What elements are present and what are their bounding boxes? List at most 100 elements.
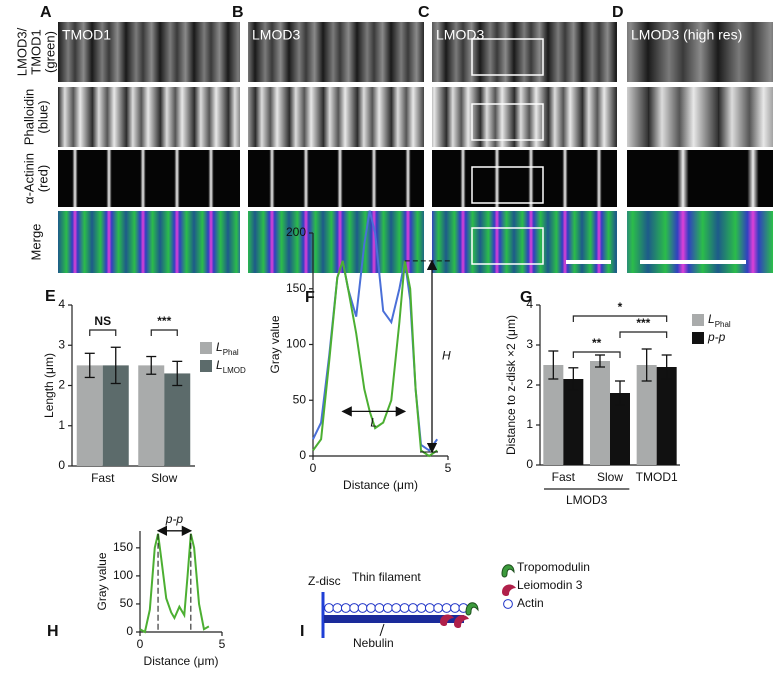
significance-bracket	[150, 329, 178, 336]
panel-letter: H	[47, 623, 59, 640]
bar	[164, 373, 191, 466]
nebulin-label: Nebulin	[353, 636, 394, 650]
significance-label: ***	[157, 314, 171, 328]
error-bar	[110, 346, 121, 385]
x-tick-label: 5	[219, 637, 226, 651]
significance-label: NS	[94, 314, 111, 328]
bar	[656, 367, 677, 465]
y-axis-label: Length (μm)	[42, 353, 56, 418]
micrograph	[58, 22, 240, 82]
panel-letter: E	[45, 288, 56, 305]
x-tick-label: Slow	[151, 471, 177, 485]
legend-swatch	[200, 342, 212, 354]
micrograph	[58, 150, 240, 207]
actin	[349, 603, 360, 613]
legend-name: p-p	[707, 330, 726, 344]
micrograph	[627, 22, 773, 82]
micrograph	[248, 87, 424, 147]
actin	[357, 603, 368, 613]
row-label: (green)	[42, 31, 57, 73]
legend-icon	[503, 599, 513, 609]
y-tick-label: 0	[299, 448, 306, 462]
y-tick-label: 200	[286, 225, 306, 239]
panel-letter: A	[40, 4, 52, 21]
micrograph	[627, 150, 773, 207]
significance-bracket	[572, 351, 621, 358]
image-label: LMOD3	[436, 27, 484, 43]
error-bar	[641, 348, 652, 382]
legend-label: LPhal	[216, 340, 239, 356]
x-axis-label: Distance (μm)	[144, 654, 219, 668]
y-axis-label: Distance to z-disk ×2 (μm)	[504, 315, 518, 455]
legend-label: p-p	[707, 330, 726, 344]
roi-box	[471, 103, 544, 141]
tropomodulin	[465, 602, 479, 616]
annotation: p-p	[165, 512, 184, 526]
image-label: TMOD1	[62, 27, 111, 43]
micrograph	[627, 87, 773, 147]
bar	[563, 379, 584, 465]
error-bar	[661, 354, 672, 380]
y-axis-label: Gray value	[95, 552, 109, 610]
actin	[433, 603, 444, 613]
actin	[391, 603, 402, 613]
y-tick-label: 100	[286, 337, 306, 351]
significance-bracket	[89, 329, 117, 336]
x-tick-label: 0	[310, 461, 317, 475]
panel-letter: B	[232, 4, 244, 21]
micrograph	[58, 87, 240, 147]
legend-subscript: Phal	[223, 348, 239, 357]
diagram-legend-label: Actin	[517, 596, 544, 610]
line-series	[139, 533, 210, 634]
y-tick-label: 4	[526, 297, 533, 311]
actin	[416, 603, 427, 613]
error-bar	[84, 352, 95, 379]
annotation: H	[442, 349, 451, 363]
error-bar	[146, 355, 157, 375]
leader	[379, 623, 385, 637]
row-label: α-Actinin	[21, 153, 36, 204]
panel-letter: G	[520, 289, 532, 306]
y-tick-label: 1	[526, 417, 533, 431]
actin	[450, 603, 460, 613]
bar	[610, 393, 630, 465]
bar	[543, 365, 564, 465]
bar	[138, 365, 165, 466]
significance-label: ***	[636, 316, 650, 330]
actin	[366, 603, 376, 613]
micrograph	[248, 150, 424, 207]
actin	[399, 603, 410, 613]
y-tick-label: 50	[293, 392, 307, 406]
actin	[324, 603, 334, 613]
legend-swatch	[200, 360, 212, 372]
bar	[590, 361, 610, 465]
error-bar	[615, 380, 625, 406]
y-tick-label: 150	[113, 540, 133, 554]
annotation: L	[370, 416, 377, 430]
roi-box	[471, 227, 544, 265]
significance-bracket	[572, 315, 668, 322]
roi-box	[471, 38, 544, 76]
panel-letter: C	[418, 4, 430, 21]
legend-label: LLMOD	[216, 358, 246, 374]
legend-icon	[502, 584, 516, 597]
image-label: LMOD3	[252, 27, 300, 43]
y-tick-label: 50	[120, 596, 134, 610]
y-tick-label: 4	[58, 297, 65, 311]
row-label: Merge	[28, 224, 43, 261]
y-tick-label: 0	[126, 624, 133, 638]
micrograph	[248, 22, 424, 82]
diagram-legend-label: Leiomodin 3	[517, 578, 583, 592]
error-bar	[548, 350, 559, 380]
y-tick-label: 0	[58, 458, 65, 472]
y-tick-label: 0	[526, 457, 533, 471]
y-tick-label: 3	[58, 337, 65, 351]
legend-label: LPhal	[708, 312, 731, 328]
actin	[441, 603, 452, 613]
zdisc-label: Z-disc	[308, 574, 341, 588]
micrograph	[248, 211, 424, 273]
y-axis-label: Gray value	[268, 315, 282, 373]
x-tick-label: TMOD1	[636, 470, 678, 484]
x-tick-label: Fast	[552, 470, 576, 484]
